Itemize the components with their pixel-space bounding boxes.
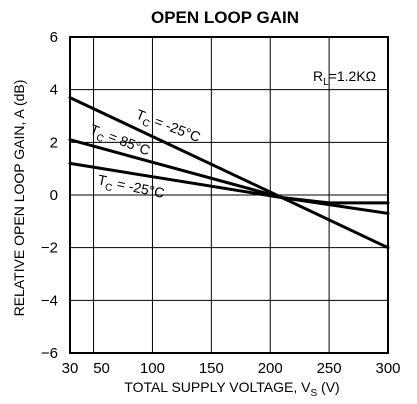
chart-title: OPEN LOOP GAIN [151,8,299,27]
series-lines [68,96,390,250]
x-tick-label: 300 [375,360,400,377]
x-tick-label: 150 [199,360,224,377]
x-axis-label: TOTAL SUPPLY VOLTAGE, VS (V) [124,379,339,399]
y-tick-label: 4 [50,82,58,99]
y-tick-labels: −6 −4 −2 0 2 4 6 [41,29,58,362]
x-tick-label: 200 [258,360,283,377]
y-tick-label: 0 [50,187,58,204]
rl-text: =1.2KΩ [329,68,376,84]
x-tick-label: 50 [93,360,110,377]
rl-sub: L [323,77,329,88]
y-tick-label: −2 [41,240,58,257]
series-line-3 [68,161,390,205]
y-tick-label: −6 [41,345,58,362]
y-tick-label: 6 [50,29,58,46]
plot-frame [69,36,389,354]
load-resistance-annotation: RL=1.2KΩ [313,68,376,88]
series-line-1 [68,96,390,250]
x-tick-labels: 30 50 100 150 200 250 300 [62,360,401,377]
grid [70,37,388,353]
x-tick-label: 30 [62,360,79,377]
x-tick-label: 250 [317,360,342,377]
y-tick-label: 2 [50,134,58,151]
y-axis-label: RELATIVE OPEN LOOP GAIN, A (dB) [11,80,27,317]
rl-var: R [313,68,323,84]
y-tick-label: −4 [41,292,58,309]
x-tick-label: 100 [140,360,165,377]
